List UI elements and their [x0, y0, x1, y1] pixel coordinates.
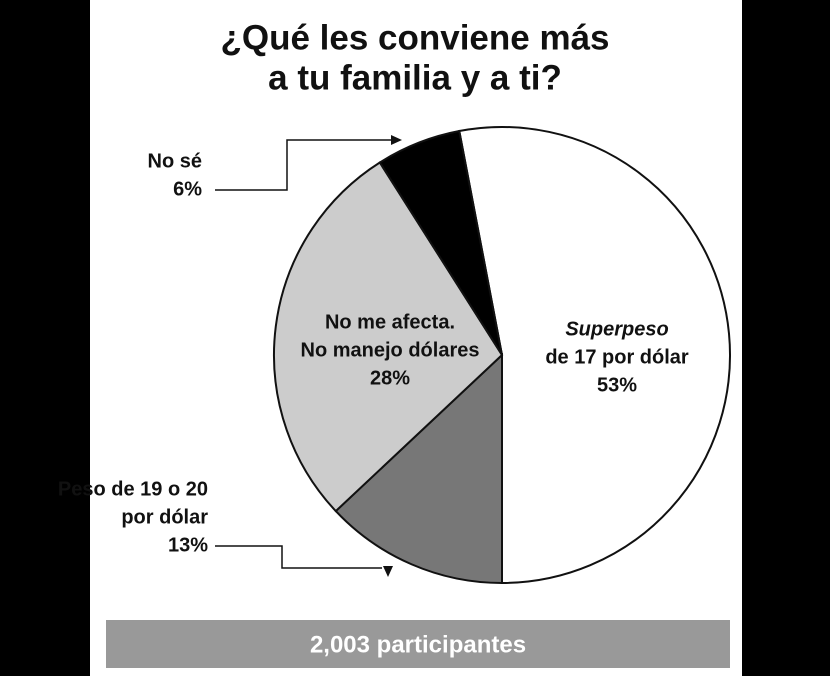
value-label: 28%	[370, 367, 410, 389]
chart-title: a tu familia y a ti?	[268, 58, 562, 97]
chart-title: ¿Qué les conviene más	[220, 18, 609, 57]
value-label: 6%	[173, 178, 202, 200]
callout-line	[215, 545, 382, 569]
pie-slice	[378, 129, 503, 356]
value-label: 13%	[168, 534, 208, 556]
value-label: 53%	[597, 374, 637, 396]
pie-slice	[273, 161, 504, 513]
slice-label: No me afecta.	[325, 311, 455, 333]
pie-slice	[334, 352, 503, 585]
footer: 2,003 participantes	[310, 631, 526, 658]
slice-label: Peso de 19 o 20	[58, 478, 208, 500]
pie-slice	[458, 126, 731, 585]
footer-bar	[106, 620, 730, 668]
slice-label: No manejo dólares	[301, 339, 480, 361]
callout-line	[215, 139, 392, 191]
slice-label: No sé	[148, 150, 202, 172]
slice-label: de 17 por dólar	[545, 346, 689, 368]
arrowhead	[383, 566, 393, 577]
slice-label: Superpeso	[565, 318, 668, 340]
slice-label: por dólar	[121, 506, 208, 528]
arrowhead	[391, 135, 402, 145]
